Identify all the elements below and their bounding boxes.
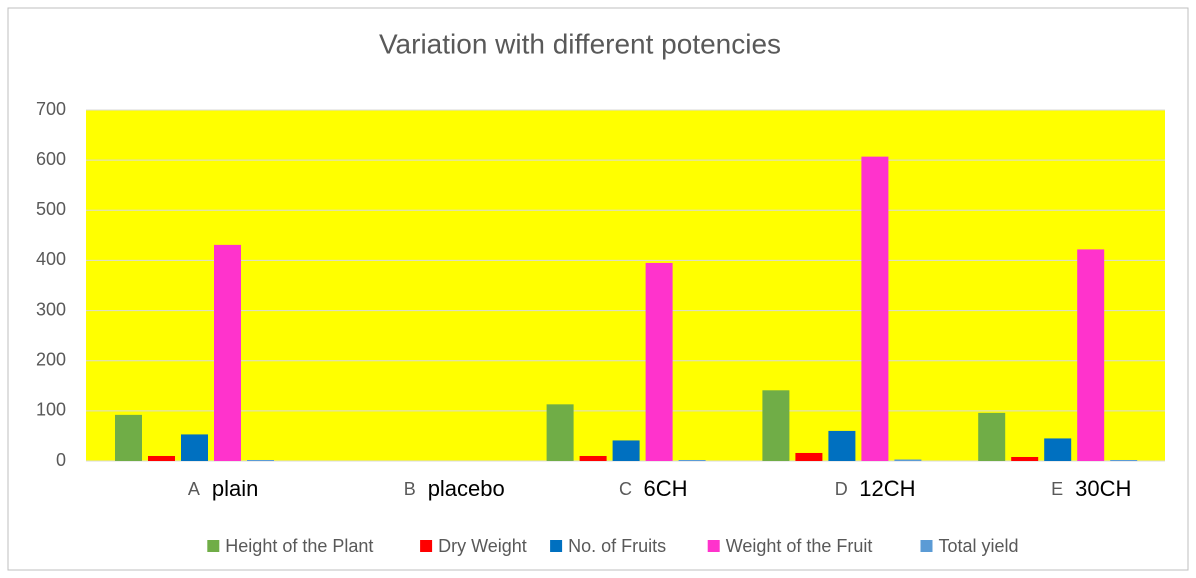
y-tick-label: 300 [36, 299, 66, 319]
legend-swatch [920, 540, 933, 552]
bar [1110, 459, 1138, 461]
bar [214, 244, 241, 461]
x-tick-label: E [1051, 479, 1063, 499]
y-tick-label: 700 [36, 99, 66, 119]
bar [579, 455, 607, 461]
bar [894, 459, 922, 461]
annotation: 12CH [859, 476, 915, 501]
legend-label: No. of Fruits [568, 536, 666, 556]
bar [181, 434, 208, 461]
y-tick-label: 200 [36, 349, 66, 369]
annotation: plain [212, 476, 258, 501]
legend-swatch [550, 540, 563, 552]
bar [645, 262, 673, 461]
bar [546, 404, 574, 461]
bar [1044, 438, 1072, 461]
bar [115, 414, 142, 461]
y-tick-label: 500 [36, 199, 66, 219]
y-tick-label: 600 [36, 149, 66, 169]
y-tick-label: 100 [36, 400, 66, 420]
bar [762, 390, 790, 461]
bar [861, 156, 889, 461]
y-tick-label: 400 [36, 249, 66, 269]
legend-swatch [207, 540, 220, 552]
plot-background [86, 110, 1165, 461]
legend-swatch [420, 540, 433, 552]
x-tick-label: D [835, 479, 848, 499]
bar [148, 455, 175, 461]
bar [1011, 456, 1039, 461]
bar [1077, 249, 1105, 461]
annotation: 6CH [644, 476, 688, 501]
bar [678, 459, 706, 461]
legend-label: Total yield [939, 536, 1019, 556]
x-tick-label: A [188, 479, 200, 499]
annotation: 30CH [1075, 476, 1131, 501]
annotation: placebo [428, 476, 505, 501]
bar [978, 412, 1006, 461]
bar [828, 430, 856, 461]
legend-label: Height of the Plant [225, 536, 373, 556]
legend-swatch [707, 540, 720, 552]
x-tick-label: B [404, 479, 416, 499]
bar [612, 440, 640, 461]
legend-label: Weight of the Fruit [726, 536, 873, 556]
y-tick-label: 0 [56, 450, 66, 470]
chart-title: Variation with different potencies [379, 28, 781, 59]
bar [247, 459, 274, 461]
x-tick-label: C [619, 479, 632, 499]
bar [795, 452, 823, 461]
legend-label: Dry Weight [438, 536, 527, 556]
